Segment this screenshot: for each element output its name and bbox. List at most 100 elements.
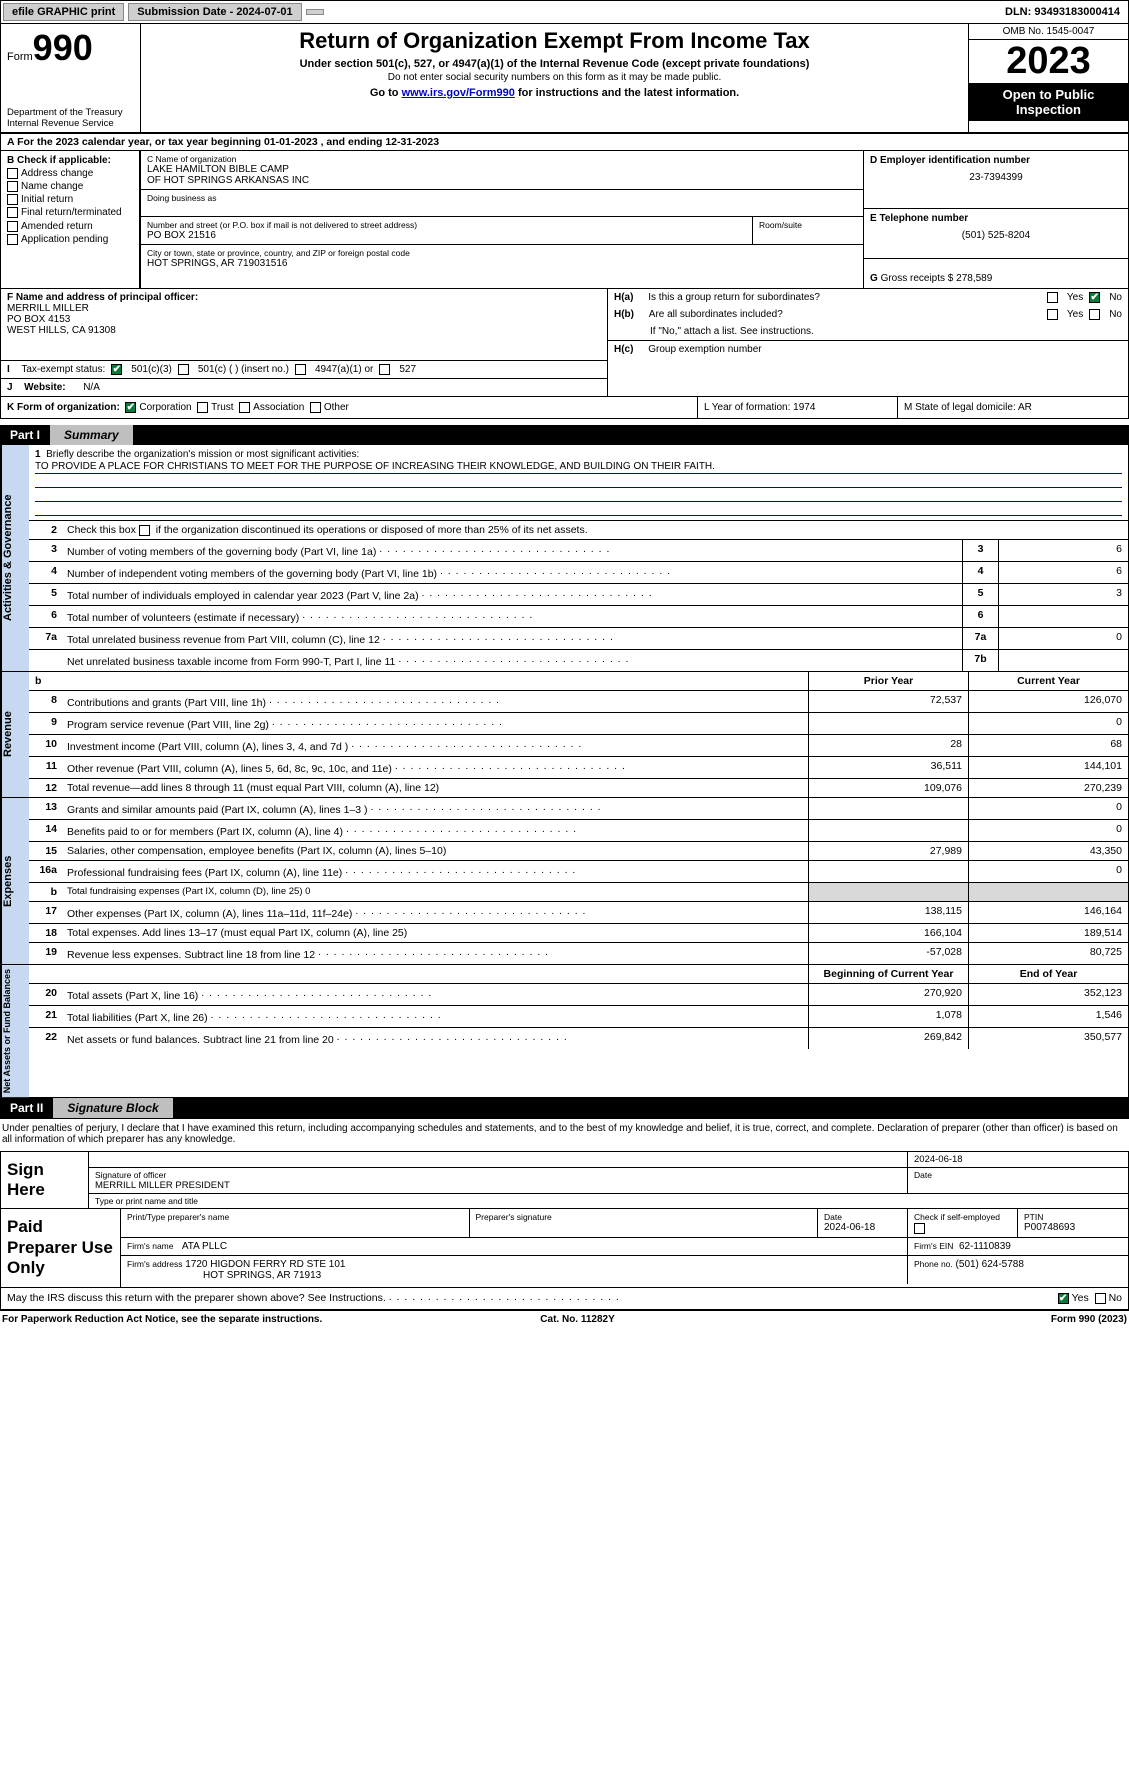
cb-527[interactable]: [379, 364, 390, 375]
section-expenses: Expenses 13Grants and similar amounts pa…: [0, 798, 1129, 965]
hb-no[interactable]: [1089, 309, 1100, 320]
irs-link[interactable]: www.irs.gov/Form990: [402, 87, 515, 99]
city-label: City or town, state or province, country…: [147, 248, 857, 258]
website-val: N/A: [83, 382, 100, 393]
firm-name: ATA PLLC: [182, 1241, 227, 1252]
k-label: K Form of organization:: [7, 402, 120, 413]
form-number: 990: [33, 27, 93, 68]
sig-declaration: Under penalties of perjury, I declare th…: [0, 1118, 1129, 1149]
officer-sig-name: MERRILL MILLER PRESIDENT: [95, 1180, 901, 1191]
vtab-rev: Revenue: [1, 672, 29, 797]
city-val: HOT SPRINGS, AR 719031516: [147, 258, 857, 269]
vtab-ag: Activities & Governance: [1, 445, 29, 671]
fh-block: F Name and address of principal officer:…: [0, 289, 1129, 397]
form-word: Form: [7, 51, 33, 63]
col-right: D Employer identification number 23-73943…: [863, 151, 1128, 288]
officer-addr2: WEST HILLS, CA 91308: [7, 325, 601, 336]
discuss-yes[interactable]: [1058, 1293, 1069, 1304]
room-label: Room/suite: [759, 220, 857, 230]
form-subtitle: Under section 501(c), 527, or 4947(a)(1)…: [151, 58, 958, 70]
cb-501c[interactable]: [178, 364, 189, 375]
addr-val: PO BOX 21516: [147, 230, 746, 241]
cb-other[interactable]: [310, 402, 321, 413]
vtab-net: Net Assets or Fund Balances: [1, 965, 29, 1097]
cb-501c3[interactable]: [111, 364, 122, 375]
c-label: C Name of organization: [147, 154, 857, 164]
ha-yes[interactable]: [1047, 292, 1058, 303]
ha-text: Is this a group return for subordinates?: [648, 292, 1041, 303]
spacer-btn: [306, 9, 324, 15]
cat-no: Cat. No. 11282Y: [540, 1314, 614, 1325]
v4: 6: [998, 562, 1128, 583]
submission-date-btn[interactable]: Submission Date - 2024-07-01: [128, 3, 301, 21]
cb-address-change[interactable]: [7, 168, 18, 179]
goto-line: Go to www.irs.gov/Form990 for instructio…: [151, 87, 958, 99]
officer-addr1: PO BOX 4153: [7, 314, 601, 325]
cb-trust[interactable]: [197, 402, 208, 413]
section-ag: Activities & Governance 1 Briefly descri…: [0, 445, 1129, 672]
q1-text: Briefly describe the organization's miss…: [46, 449, 359, 460]
preparer-block: Paid Preparer Use Only Print/Type prepar…: [0, 1209, 1129, 1287]
sign-here-block: Sign Here 2024-06-18 Signature of office…: [0, 1151, 1129, 1209]
open-inspection: Open to Public Inspection: [969, 83, 1128, 121]
header-right: OMB No. 1545-0047 2023 Open to Public In…: [968, 24, 1128, 132]
officer-name: MERRILL MILLER: [7, 303, 601, 314]
cb-initial[interactable]: [7, 194, 18, 205]
cb-self-employed[interactable]: [914, 1223, 925, 1234]
d-label: D Employer identification number: [870, 155, 1122, 166]
cb-amended[interactable]: [7, 221, 18, 232]
tax-year: 2023: [969, 40, 1128, 83]
dln-text: DLN: 93493183000414: [1005, 6, 1128, 18]
section-net: Net Assets or Fund Balances Beginning of…: [0, 965, 1129, 1098]
firm-ein: 62-1110839: [959, 1241, 1011, 1252]
j-label: Website:: [24, 382, 66, 393]
phone-val: (501) 525-8204: [870, 230, 1122, 241]
dept-treasury: Department of the Treasury: [7, 107, 134, 118]
ssn-note: Do not enter social security numbers on …: [151, 72, 958, 83]
firm-phone: (501) 624-5788: [956, 1259, 1024, 1270]
v5: 3: [998, 584, 1128, 605]
cb-app-pending[interactable]: [7, 234, 18, 245]
hc-text: Group exemption number: [648, 344, 761, 355]
ein-val: 23-7394399: [870, 172, 1122, 183]
cb-4947[interactable]: [295, 364, 306, 375]
form-header: Form990 Department of the Treasury Inter…: [0, 24, 1129, 134]
col-mid: C Name of organization LAKE HAMILTON BIB…: [141, 151, 863, 288]
addr-label: Number and street (or P.O. box if mail i…: [147, 220, 746, 230]
entity-block: B Check if applicable: Address change Na…: [0, 151, 1129, 289]
gross-receipts: Gross receipts $ 278,589: [881, 273, 993, 284]
v7a: 0: [998, 628, 1128, 649]
dba-label: Doing business as: [147, 193, 857, 203]
row-a-period: A For the 2023 calendar year, or tax yea…: [1, 134, 1128, 151]
hb-note: If "No," attach a list. See instructions…: [650, 326, 814, 337]
topbar: efile GRAPHIC print Submission Date - 20…: [0, 0, 1129, 24]
b-head: B Check if applicable:: [7, 155, 133, 166]
org-name-1: LAKE HAMILTON BIBLE CAMP: [147, 164, 857, 175]
ha-no[interactable]: [1089, 292, 1100, 303]
cb-corp[interactable]: [125, 402, 136, 413]
efile-btn[interactable]: efile GRAPHIC print: [3, 3, 124, 21]
hb-text: Are all subordinates included?: [649, 309, 1041, 320]
firm-addr2: HOT SPRINGS, AR 71913: [203, 1270, 321, 1281]
hb-yes[interactable]: [1047, 309, 1058, 320]
header-mid: Return of Organization Exempt From Incom…: [141, 24, 968, 132]
discuss-no[interactable]: [1095, 1293, 1106, 1304]
l-year: L Year of formation: 1974: [698, 397, 898, 418]
irs-text: Internal Revenue Service: [7, 118, 134, 129]
part2-bar: Part II Signature Block: [0, 1098, 1129, 1118]
discuss-row: May the IRS discuss this return with the…: [0, 1288, 1129, 1310]
m-state: M State of legal domicile: AR: [898, 397, 1128, 418]
v3: 6: [998, 540, 1128, 561]
section-revenue: Revenue bPrior YearCurrent Year 8Contrib…: [0, 672, 1129, 798]
cb-discontinued[interactable]: [139, 525, 150, 536]
footer: For Paperwork Reduction Act Notice, see …: [0, 1310, 1129, 1328]
cb-name-change[interactable]: [7, 181, 18, 192]
v7b: [998, 650, 1128, 671]
form-year-footer: Form 990 (2023): [1051, 1314, 1127, 1325]
col-b: B Check if applicable: Address change Na…: [1, 151, 141, 288]
klm-row: K Form of organization: Corporation Trus…: [0, 397, 1129, 419]
cb-assoc[interactable]: [239, 402, 250, 413]
i-label: Tax-exempt status:: [21, 364, 105, 375]
cb-final[interactable]: [7, 207, 18, 218]
vtab-exp: Expenses: [1, 798, 29, 964]
